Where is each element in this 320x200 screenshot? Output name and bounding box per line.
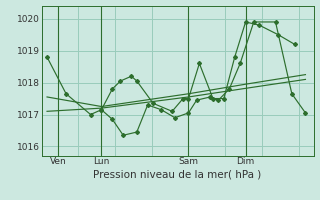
X-axis label: Pression niveau de la mer( hPa ): Pression niveau de la mer( hPa ) [93, 169, 262, 179]
